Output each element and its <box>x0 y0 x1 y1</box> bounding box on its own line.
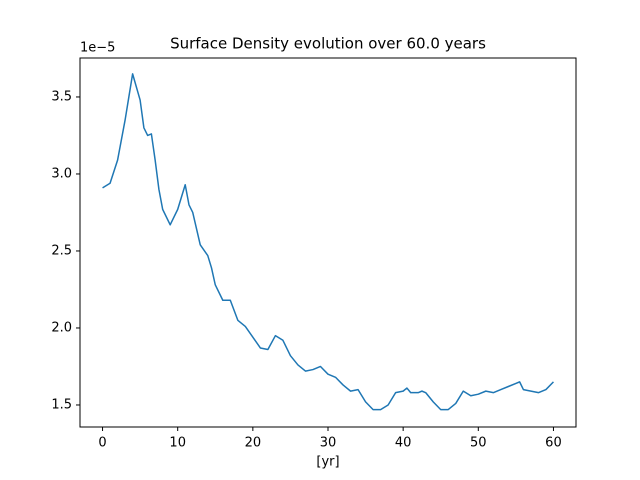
y-tick-label: 2.5 <box>51 243 72 258</box>
x-tick-label: 30 <box>320 436 337 451</box>
x-tick-label: 0 <box>98 436 106 451</box>
y-tick-label: 3.0 <box>51 166 72 181</box>
y-tick-label: 3.5 <box>51 89 72 104</box>
axes-frame <box>79 57 577 428</box>
x-tick-label: 50 <box>470 436 487 451</box>
chart-title: Surface Density evolution over 60.0 year… <box>170 35 486 53</box>
x-tick-label: 10 <box>169 436 186 451</box>
y-offset-label: 1e−5 <box>80 41 115 56</box>
y-tick-label: 2.0 <box>51 320 72 335</box>
x-tick-label: 20 <box>245 436 262 451</box>
line-series <box>102 73 554 411</box>
x-axis-label: [yr] <box>316 455 339 470</box>
x-tick-label: 60 <box>545 436 562 451</box>
x-tick-label: 40 <box>395 436 412 451</box>
y-tick-label: 1.5 <box>51 397 72 412</box>
